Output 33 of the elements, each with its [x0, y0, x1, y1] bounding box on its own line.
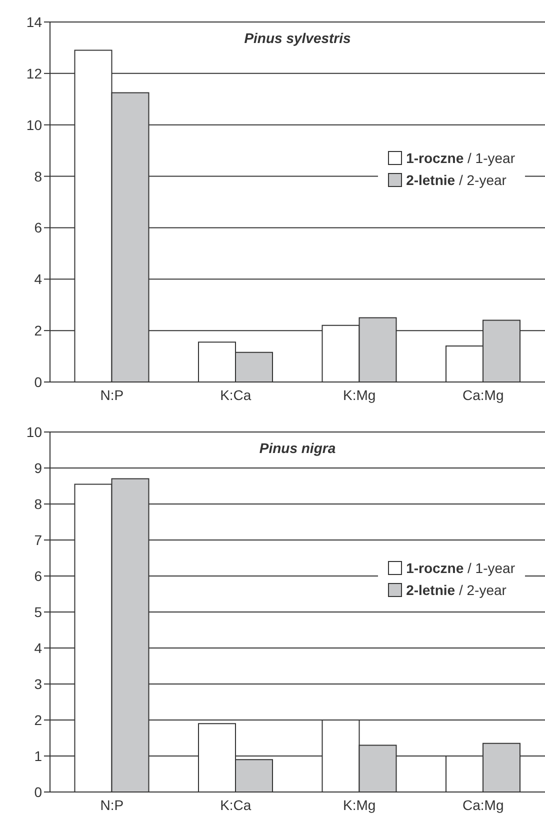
y-tick-label: 3 — [34, 676, 42, 692]
y-tick-label: 10 — [26, 424, 42, 440]
y-tick-label: 0 — [34, 374, 42, 390]
y-tick-label: 6 — [34, 568, 42, 584]
legend-label: 2-letnie / 2-year — [406, 172, 506, 188]
legend-label: 1-roczne / 1-year — [406, 150, 515, 166]
x-tick-label: Ca:Mg — [462, 796, 504, 813]
y-tick-label: 6 — [34, 220, 42, 236]
y-tick-label: 8 — [34, 168, 42, 184]
y-tick-label: 12 — [26, 65, 42, 82]
y-tick-label: 8 — [34, 496, 42, 512]
x-tick-label: N:P — [100, 386, 124, 403]
y-tick-label: 2 — [34, 712, 42, 728]
text: Pinus nigra — [258, 440, 337, 456]
y-tick-label: 10 — [26, 116, 42, 133]
y-tick-label: 14 — [26, 14, 42, 30]
text: Pinus sylvestris — [243, 30, 352, 46]
y-tick-label: 0 — [34, 784, 42, 800]
y-tick-label: 7 — [34, 532, 42, 548]
x-tick-label: N:P — [100, 796, 124, 813]
x-tick-label: Ca:Mg — [462, 386, 504, 403]
legend-label: 1-roczne / 1-year — [406, 560, 515, 576]
x-tick-label: K:Mg — [343, 796, 376, 813]
legend-label: 2-letnie / 2-year — [406, 582, 506, 598]
y-tick-label: 9 — [34, 460, 42, 476]
y-tick-label: 2 — [34, 322, 42, 339]
x-tick-label: K:Mg — [343, 386, 376, 403]
y-tick-label: 4 — [34, 640, 42, 656]
x-tick-label: K:Ca — [220, 796, 252, 813]
y-tick-label: 5 — [34, 604, 42, 620]
y-tick-label: 4 — [34, 271, 42, 288]
x-tick-label: K:Ca — [220, 386, 252, 403]
y-tick-label: 1 — [34, 748, 42, 764]
